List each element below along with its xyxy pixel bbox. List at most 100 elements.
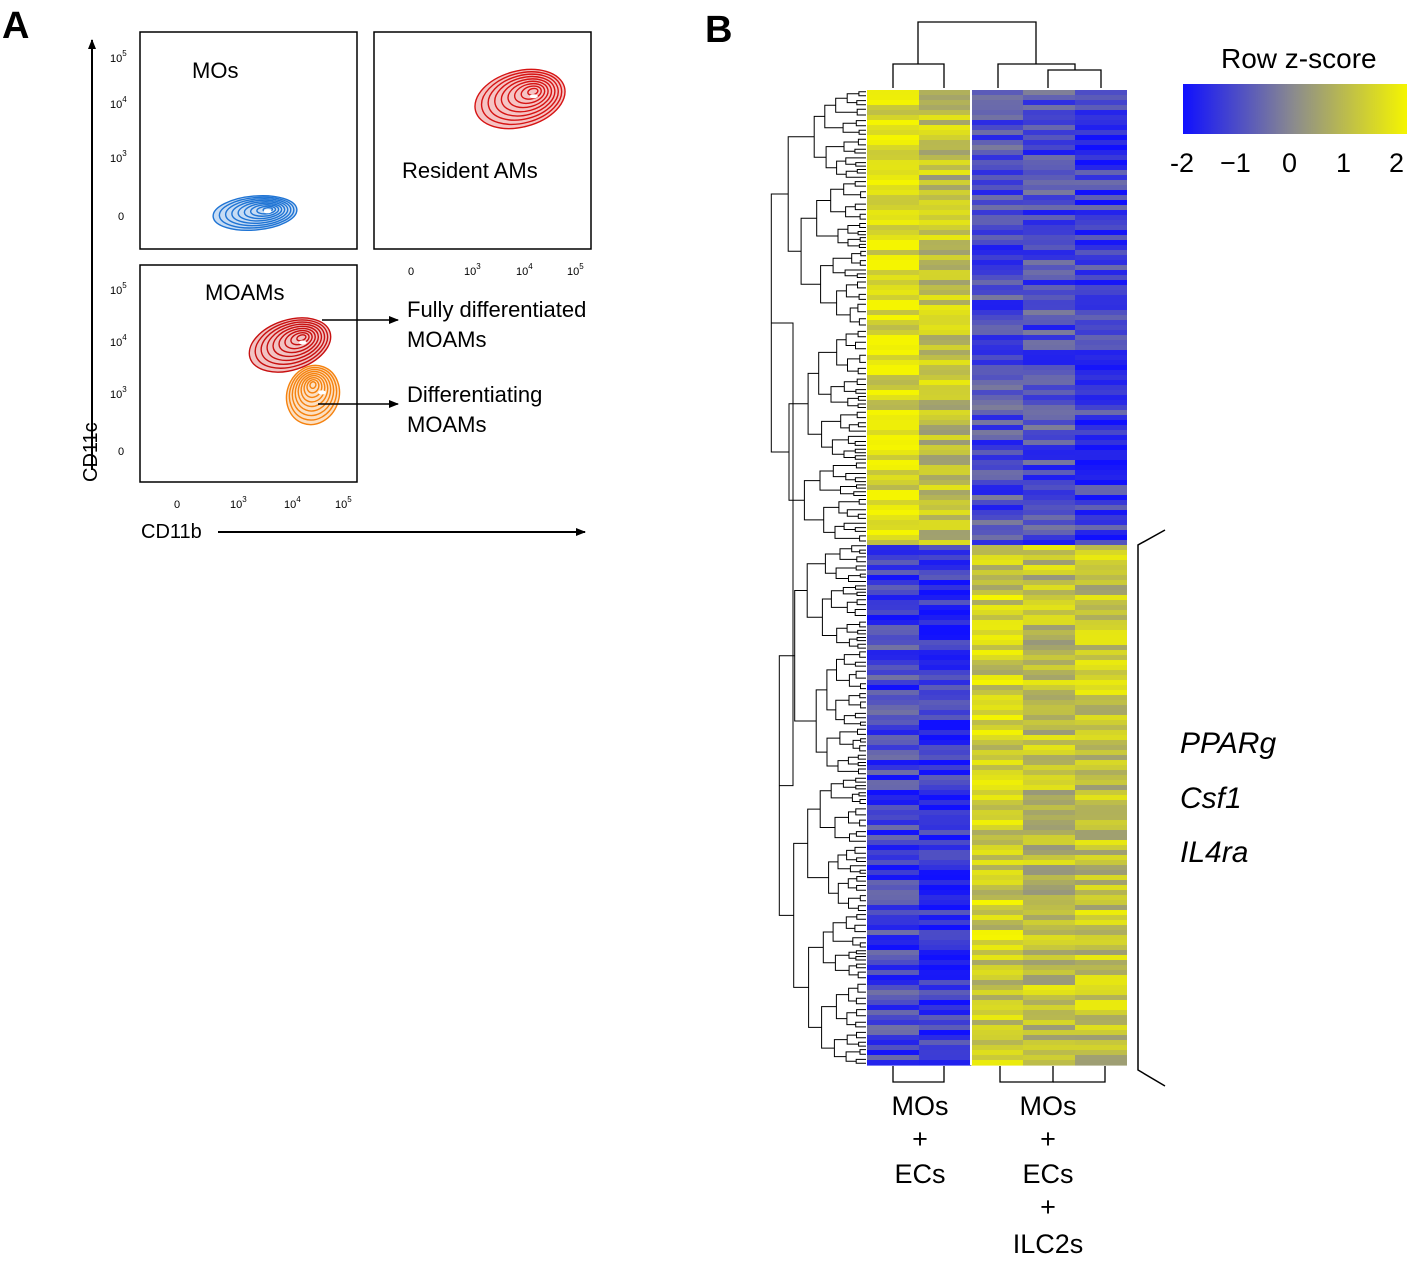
heatmap-cell [1075, 485, 1127, 491]
dendrogram-branch [857, 303, 866, 313]
heatmap-cell [971, 430, 1023, 436]
dendrogram-branch [857, 513, 866, 519]
heatmap-cell [919, 970, 971, 976]
heatmap-cell [919, 330, 971, 336]
heatmap-cell [1075, 395, 1127, 401]
heatmap-cell [867, 120, 919, 126]
heatmap-cell [1075, 1045, 1127, 1051]
heatmap-cell [919, 740, 971, 746]
heatmap-cell [919, 565, 971, 571]
contour-ring [224, 197, 292, 227]
heatmap-cell [919, 430, 971, 436]
heatmap-cell [971, 785, 1023, 791]
heatmap-cell [1023, 915, 1075, 921]
heatmap-cell [1075, 315, 1127, 321]
dendrogram-branch [856, 273, 866, 278]
heatmap-cell [1075, 175, 1127, 181]
heatmap-cell [1075, 565, 1127, 571]
dendrogram-branch [856, 857, 866, 862]
heatmap-cell [867, 1015, 919, 1021]
heatmap-cell [971, 955, 1023, 961]
heatmap-cell [919, 260, 971, 266]
heatmap-cell [1075, 1020, 1127, 1026]
heatmap-cell [1023, 165, 1075, 171]
legend-tick: 0 [1282, 148, 1297, 178]
heatmap-cell [1075, 90, 1127, 96]
heatmap-cell [867, 775, 919, 781]
heatmap-cell [919, 685, 971, 691]
heatmap-cell [867, 820, 919, 826]
plot-label-moams: MOAMs [205, 280, 284, 305]
heatmap-cell [1023, 105, 1075, 111]
heatmap-cell [1023, 855, 1075, 861]
heatmap-cell [1075, 820, 1127, 826]
heatmap-cell [1075, 990, 1127, 996]
heatmap-cell [971, 355, 1023, 361]
heatmap-cell [867, 930, 919, 936]
dendrogram-branch [855, 956, 866, 961]
heatmap-cell [1023, 505, 1075, 511]
heatmap-cell [1023, 670, 1075, 676]
heatmap-cell [971, 450, 1023, 456]
heatmap-cell [1075, 335, 1127, 341]
dendrogram-branch [848, 951, 857, 959]
heatmap-cell [1075, 310, 1127, 316]
contour-ring [494, 75, 556, 117]
heatmap-cell [1075, 870, 1127, 876]
heatmap-cell [1075, 1035, 1127, 1041]
heatmap-cell [1023, 240, 1075, 246]
heatmap-cell [919, 525, 971, 531]
heatmap-cell [971, 935, 1023, 941]
heatmap-cell [1075, 115, 1127, 121]
dendrogram-branch [835, 699, 849, 721]
heatmap-cell [867, 630, 919, 636]
dendrogram-branch [832, 465, 857, 478]
heatmap-cell [971, 225, 1023, 231]
heatmap-cell [1075, 770, 1127, 776]
heatmap-cell [971, 540, 1023, 546]
heatmap-cell [971, 845, 1023, 851]
heatmap-cell [919, 370, 971, 376]
heatmap-cell [1075, 495, 1127, 501]
heatmap-cell [919, 1045, 971, 1051]
heatmap-cell [919, 800, 971, 806]
heatmap-cell [971, 550, 1023, 556]
heatmap-cell [867, 135, 919, 141]
dendrogram-branch [825, 146, 844, 169]
heatmap-cell [971, 220, 1023, 226]
heatmap-cell [1023, 1040, 1075, 1046]
heatmap-cell [971, 825, 1023, 831]
dendrogram-branch [856, 556, 866, 563]
heatmap-cell [1023, 860, 1075, 866]
heatmap-cell [971, 235, 1023, 241]
heatmap-cell [971, 800, 1023, 806]
heatmap-cell [867, 745, 919, 751]
heatmap-cell [1023, 485, 1075, 491]
heatmap-cell [867, 825, 919, 831]
heatmap-cell [1075, 785, 1127, 791]
heatmap-cell [971, 780, 1023, 786]
heatmap-cell [1023, 725, 1075, 731]
dendrogram-branch [859, 354, 866, 363]
heatmap-cell [1075, 605, 1127, 611]
heatmap-cell [1075, 960, 1127, 966]
dendrogram-branch [839, 548, 857, 560]
contour-core [318, 390, 326, 395]
heatmap-cell [971, 510, 1023, 516]
heatmap-cell [919, 785, 971, 791]
dendrogram-branch [851, 545, 866, 553]
heatmap-cell [1023, 870, 1075, 876]
heatmap-cell [1075, 595, 1127, 601]
heatmap-cell [867, 905, 919, 911]
heatmap-cell [867, 150, 919, 156]
heatmap-cell [971, 360, 1023, 366]
dendrogram-branch [848, 811, 860, 824]
heatmap-cell [867, 1060, 919, 1066]
heatmap-cell [1023, 640, 1075, 646]
heatmap-cell [971, 395, 1023, 401]
dendrogram-branch [855, 565, 866, 571]
contour-ring [237, 200, 286, 222]
heatmap-cell [919, 140, 971, 146]
heatmap-cell [919, 250, 971, 256]
heatmap-cell [971, 330, 1023, 336]
